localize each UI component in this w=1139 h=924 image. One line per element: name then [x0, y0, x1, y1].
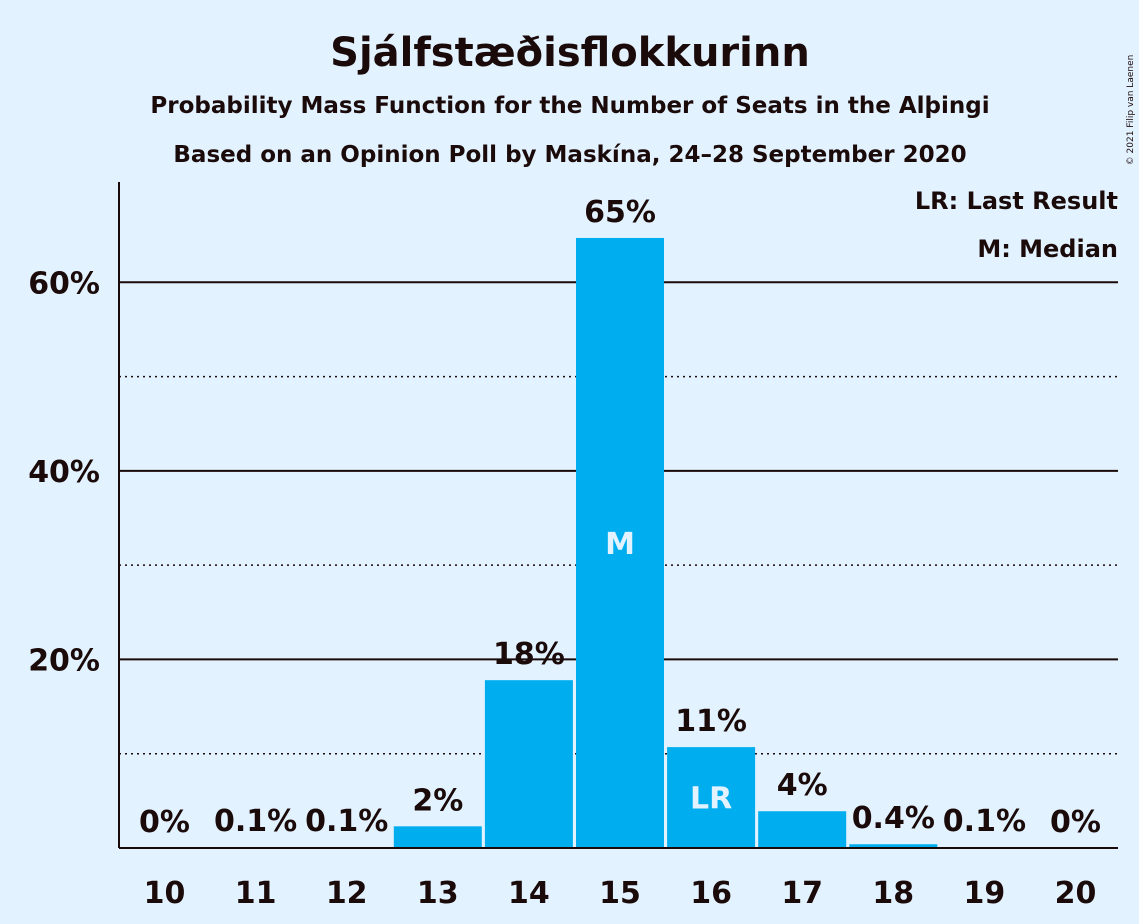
- legend-last-result: LR: Last Result: [915, 187, 1118, 215]
- bar-18: [849, 844, 938, 848]
- value-label-20: 0%: [1050, 805, 1101, 840]
- bar-16: [667, 747, 756, 848]
- y-tick-label: 60%: [28, 266, 100, 301]
- x-axis-ticks: 10 11 12 13 14 15 16 17 18 19 20: [144, 876, 1097, 911]
- value-label-18: 0.4%: [852, 801, 935, 836]
- x-tick-label: 17: [781, 876, 823, 911]
- bar-marker-lr: LR: [690, 782, 732, 817]
- bar-17: [758, 811, 847, 848]
- x-tick-label: 19: [964, 876, 1006, 911]
- copyright-credit: © 2021 Filip van Laenen: [1126, 55, 1136, 166]
- x-tick-label: 16: [690, 876, 732, 911]
- bar-14: [484, 680, 573, 848]
- value-label-17: 4%: [777, 768, 828, 803]
- value-label-19: 0.1%: [943, 804, 1026, 839]
- y-tick-label: 20%: [28, 643, 100, 678]
- bar-value-labels: 0% 0.1% 0.1%2%18%65%M11%LR 4%0.4% 0.1% 0%: [139, 195, 1101, 840]
- value-label-13: 2%: [412, 783, 463, 818]
- x-tick-label: 14: [508, 876, 550, 911]
- x-tick-label: 10: [144, 876, 186, 911]
- value-label-14: 18%: [493, 637, 565, 672]
- x-tick-label: 20: [1055, 876, 1097, 911]
- value-label-10: 0%: [139, 805, 190, 840]
- x-tick-label: 12: [326, 876, 368, 911]
- bar-marker-m: M: [605, 527, 635, 562]
- chart-source: Based on an Opinion Poll by Maskína, 24–…: [173, 142, 966, 168]
- y-tick-label: 40%: [28, 455, 100, 490]
- bars: [211, 237, 1029, 848]
- bar-15: [576, 237, 664, 848]
- chart-subtitle: Probability Mass Function for the Number…: [150, 93, 989, 119]
- value-label-15: 65%: [584, 195, 656, 230]
- x-tick-label: 13: [417, 876, 459, 911]
- value-label-11: 0.1%: [214, 804, 297, 839]
- legend-median: M: Median: [977, 235, 1118, 263]
- bar-13: [393, 826, 482, 848]
- chart-title: Sjálfstæðisflokkurinn: [330, 30, 810, 76]
- value-label-16: 11%: [675, 704, 747, 739]
- value-label-12: 0.1%: [305, 804, 388, 839]
- x-tick-label: 11: [235, 876, 277, 911]
- y-axis-ticks: 20% 40% 60%: [28, 266, 100, 678]
- x-tick-label: 15: [599, 876, 641, 911]
- x-tick-label: 18: [872, 876, 914, 911]
